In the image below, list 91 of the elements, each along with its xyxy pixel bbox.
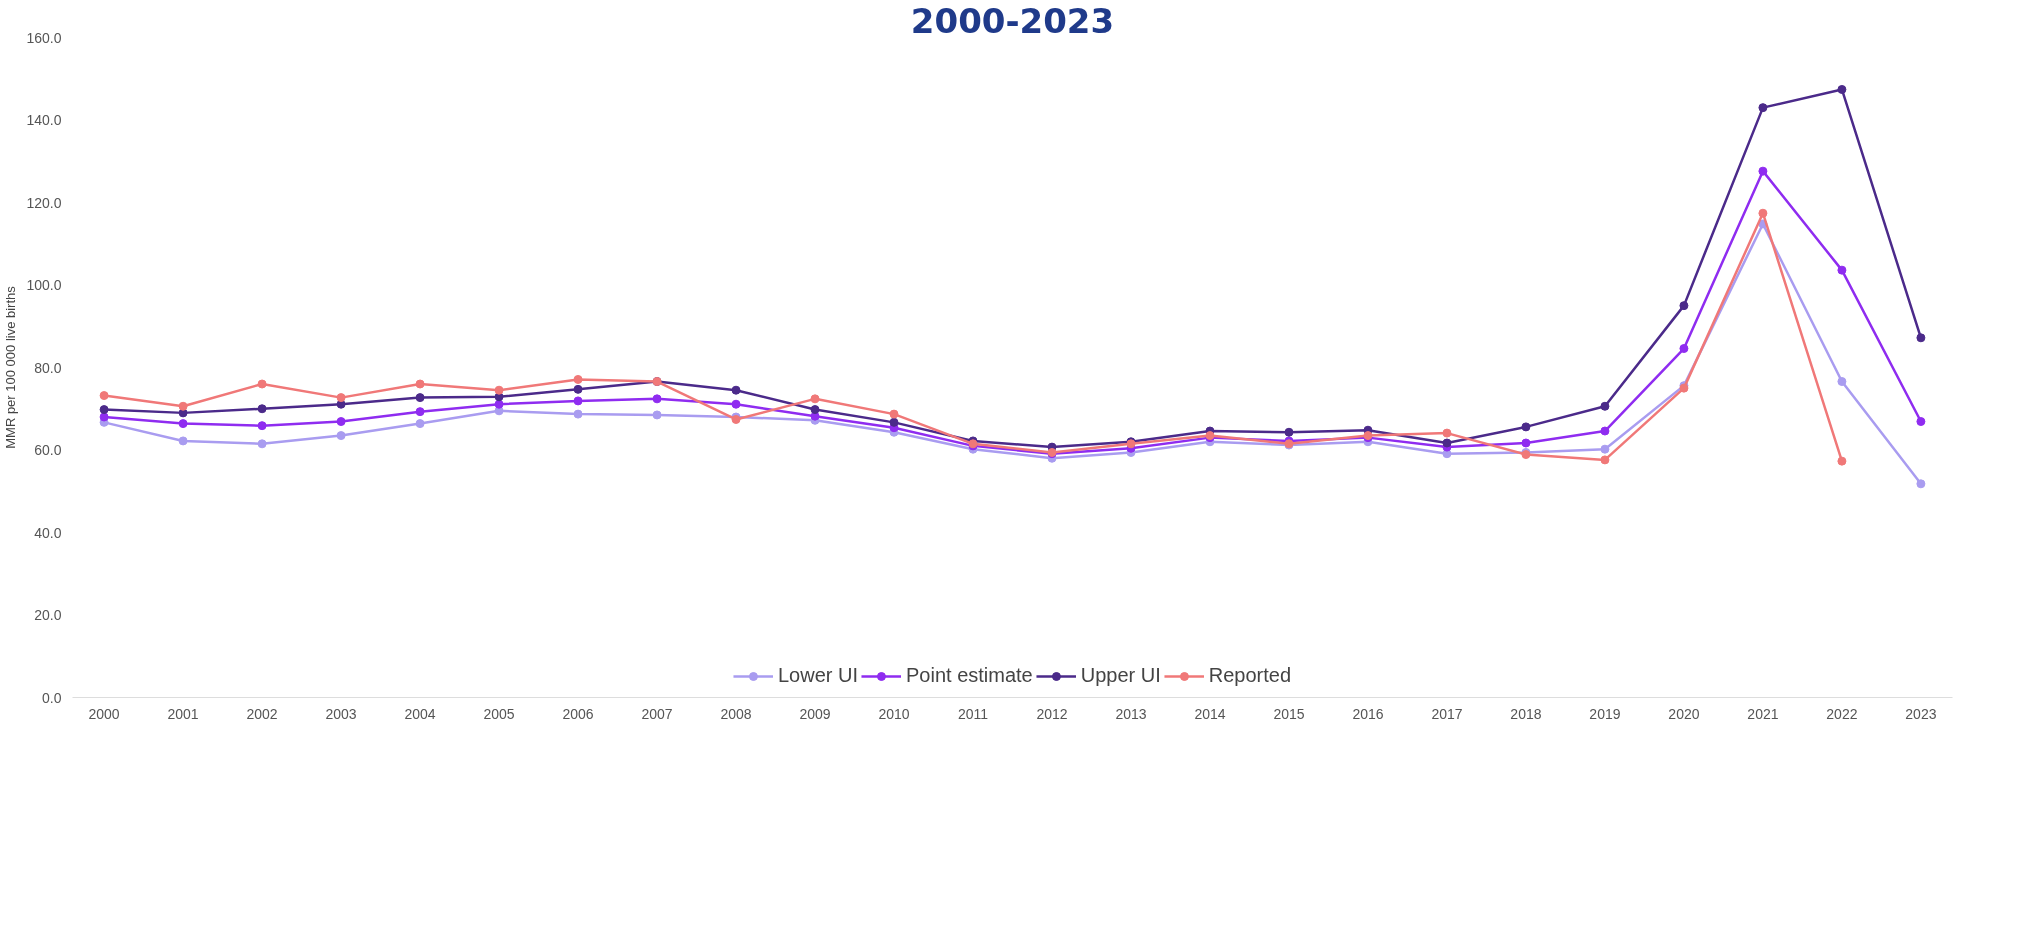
point	[652, 410, 662, 420]
x-tick-label: 2013	[1115, 705, 1147, 722]
point	[1758, 166, 1768, 176]
point	[573, 409, 583, 419]
x-tick-label: 2004	[404, 705, 436, 722]
point	[336, 417, 346, 427]
point	[99, 405, 109, 415]
x-tick-label: 2011	[957, 705, 989, 722]
point	[810, 394, 820, 404]
point	[1837, 456, 1847, 466]
point	[178, 401, 188, 411]
y-tick-label: 40.0	[34, 524, 62, 541]
y-tick-label: 20.0	[34, 607, 62, 623]
point	[178, 419, 188, 429]
point	[336, 393, 346, 403]
point	[178, 436, 188, 446]
x-tick-label: 2001	[167, 705, 199, 722]
x-tick-label: 2022	[1826, 705, 1858, 722]
point	[1916, 479, 1926, 489]
point	[257, 379, 267, 389]
x-tick-label: 2014	[1194, 705, 1226, 722]
point	[810, 405, 820, 415]
point	[1600, 455, 1610, 465]
point	[257, 439, 267, 449]
point	[1521, 438, 1531, 448]
x-tick-label: 2002	[246, 705, 278, 722]
x-tick-label: 2012	[1036, 705, 1068, 722]
point	[652, 394, 662, 404]
point	[494, 399, 504, 409]
point	[494, 385, 504, 395]
x-tick-label: 2007	[641, 705, 673, 722]
point	[573, 374, 583, 384]
y-tick-label: 80.0	[34, 359, 62, 376]
point	[1679, 301, 1689, 311]
point	[1600, 444, 1610, 454]
y-tick-label: 160.0	[26, 29, 62, 46]
point	[1837, 265, 1847, 275]
point	[415, 393, 425, 403]
x-tick-label: 2021	[1747, 705, 1779, 722]
chart-title: 2000-2023	[910, 0, 1115, 41]
x-tick-label: 2008	[720, 705, 752, 722]
x-tick-label: 2015	[1273, 705, 1305, 722]
x-tick-label: 2018	[1510, 705, 1542, 722]
point	[1521, 422, 1531, 432]
x-tick-label: 2016	[1352, 705, 1384, 722]
x-tick-label: 2017	[1431, 705, 1463, 722]
point	[1758, 103, 1768, 113]
point	[1442, 428, 1452, 438]
x-tick-label: 2003	[325, 705, 357, 722]
legend-label: Lower UI	[777, 664, 858, 687]
legend-label: Reported	[1208, 664, 1292, 687]
point	[1284, 427, 1294, 437]
x-tick-label: 2006	[562, 705, 594, 722]
point	[573, 384, 583, 394]
point	[336, 431, 346, 441]
point	[99, 412, 109, 422]
point	[1837, 377, 1847, 387]
x-tick-label: 2023	[1905, 705, 1937, 722]
point	[731, 385, 741, 395]
y-tick-label: 60.0	[34, 442, 62, 458]
legend-label: Point estimate	[905, 664, 1033, 687]
point	[1442, 438, 1452, 448]
point	[1916, 417, 1926, 427]
point	[257, 404, 267, 414]
x-tick-label: 2020	[1668, 705, 1700, 722]
point	[1916, 333, 1926, 343]
point	[257, 421, 267, 431]
point	[1679, 344, 1689, 354]
y-tick-label: 140.0	[26, 112, 62, 128]
point	[1600, 426, 1610, 436]
y-tick-label: 0.0	[42, 689, 62, 706]
point	[415, 379, 425, 389]
x-tick-label: 2005	[483, 705, 515, 722]
y-tick-label: 120.0	[26, 194, 62, 211]
point	[573, 396, 583, 406]
point	[889, 417, 899, 427]
point	[99, 391, 109, 401]
point	[415, 419, 425, 429]
legend-label: Upper UI	[1080, 664, 1161, 687]
y-axis-title: MMR per 100 000 live births	[3, 285, 19, 449]
point	[415, 407, 425, 417]
point	[1600, 401, 1610, 411]
point	[889, 409, 899, 419]
x-tick-label: 2009	[799, 705, 831, 722]
y-tick-label: 100.0	[26, 277, 62, 293]
point	[731, 399, 741, 409]
x-tick-label: 2019	[1589, 705, 1621, 722]
point	[1758, 208, 1768, 218]
x-tick-label: 2010	[878, 705, 910, 722]
point	[1837, 84, 1847, 94]
x-tick-label: 2000	[88, 705, 120, 722]
